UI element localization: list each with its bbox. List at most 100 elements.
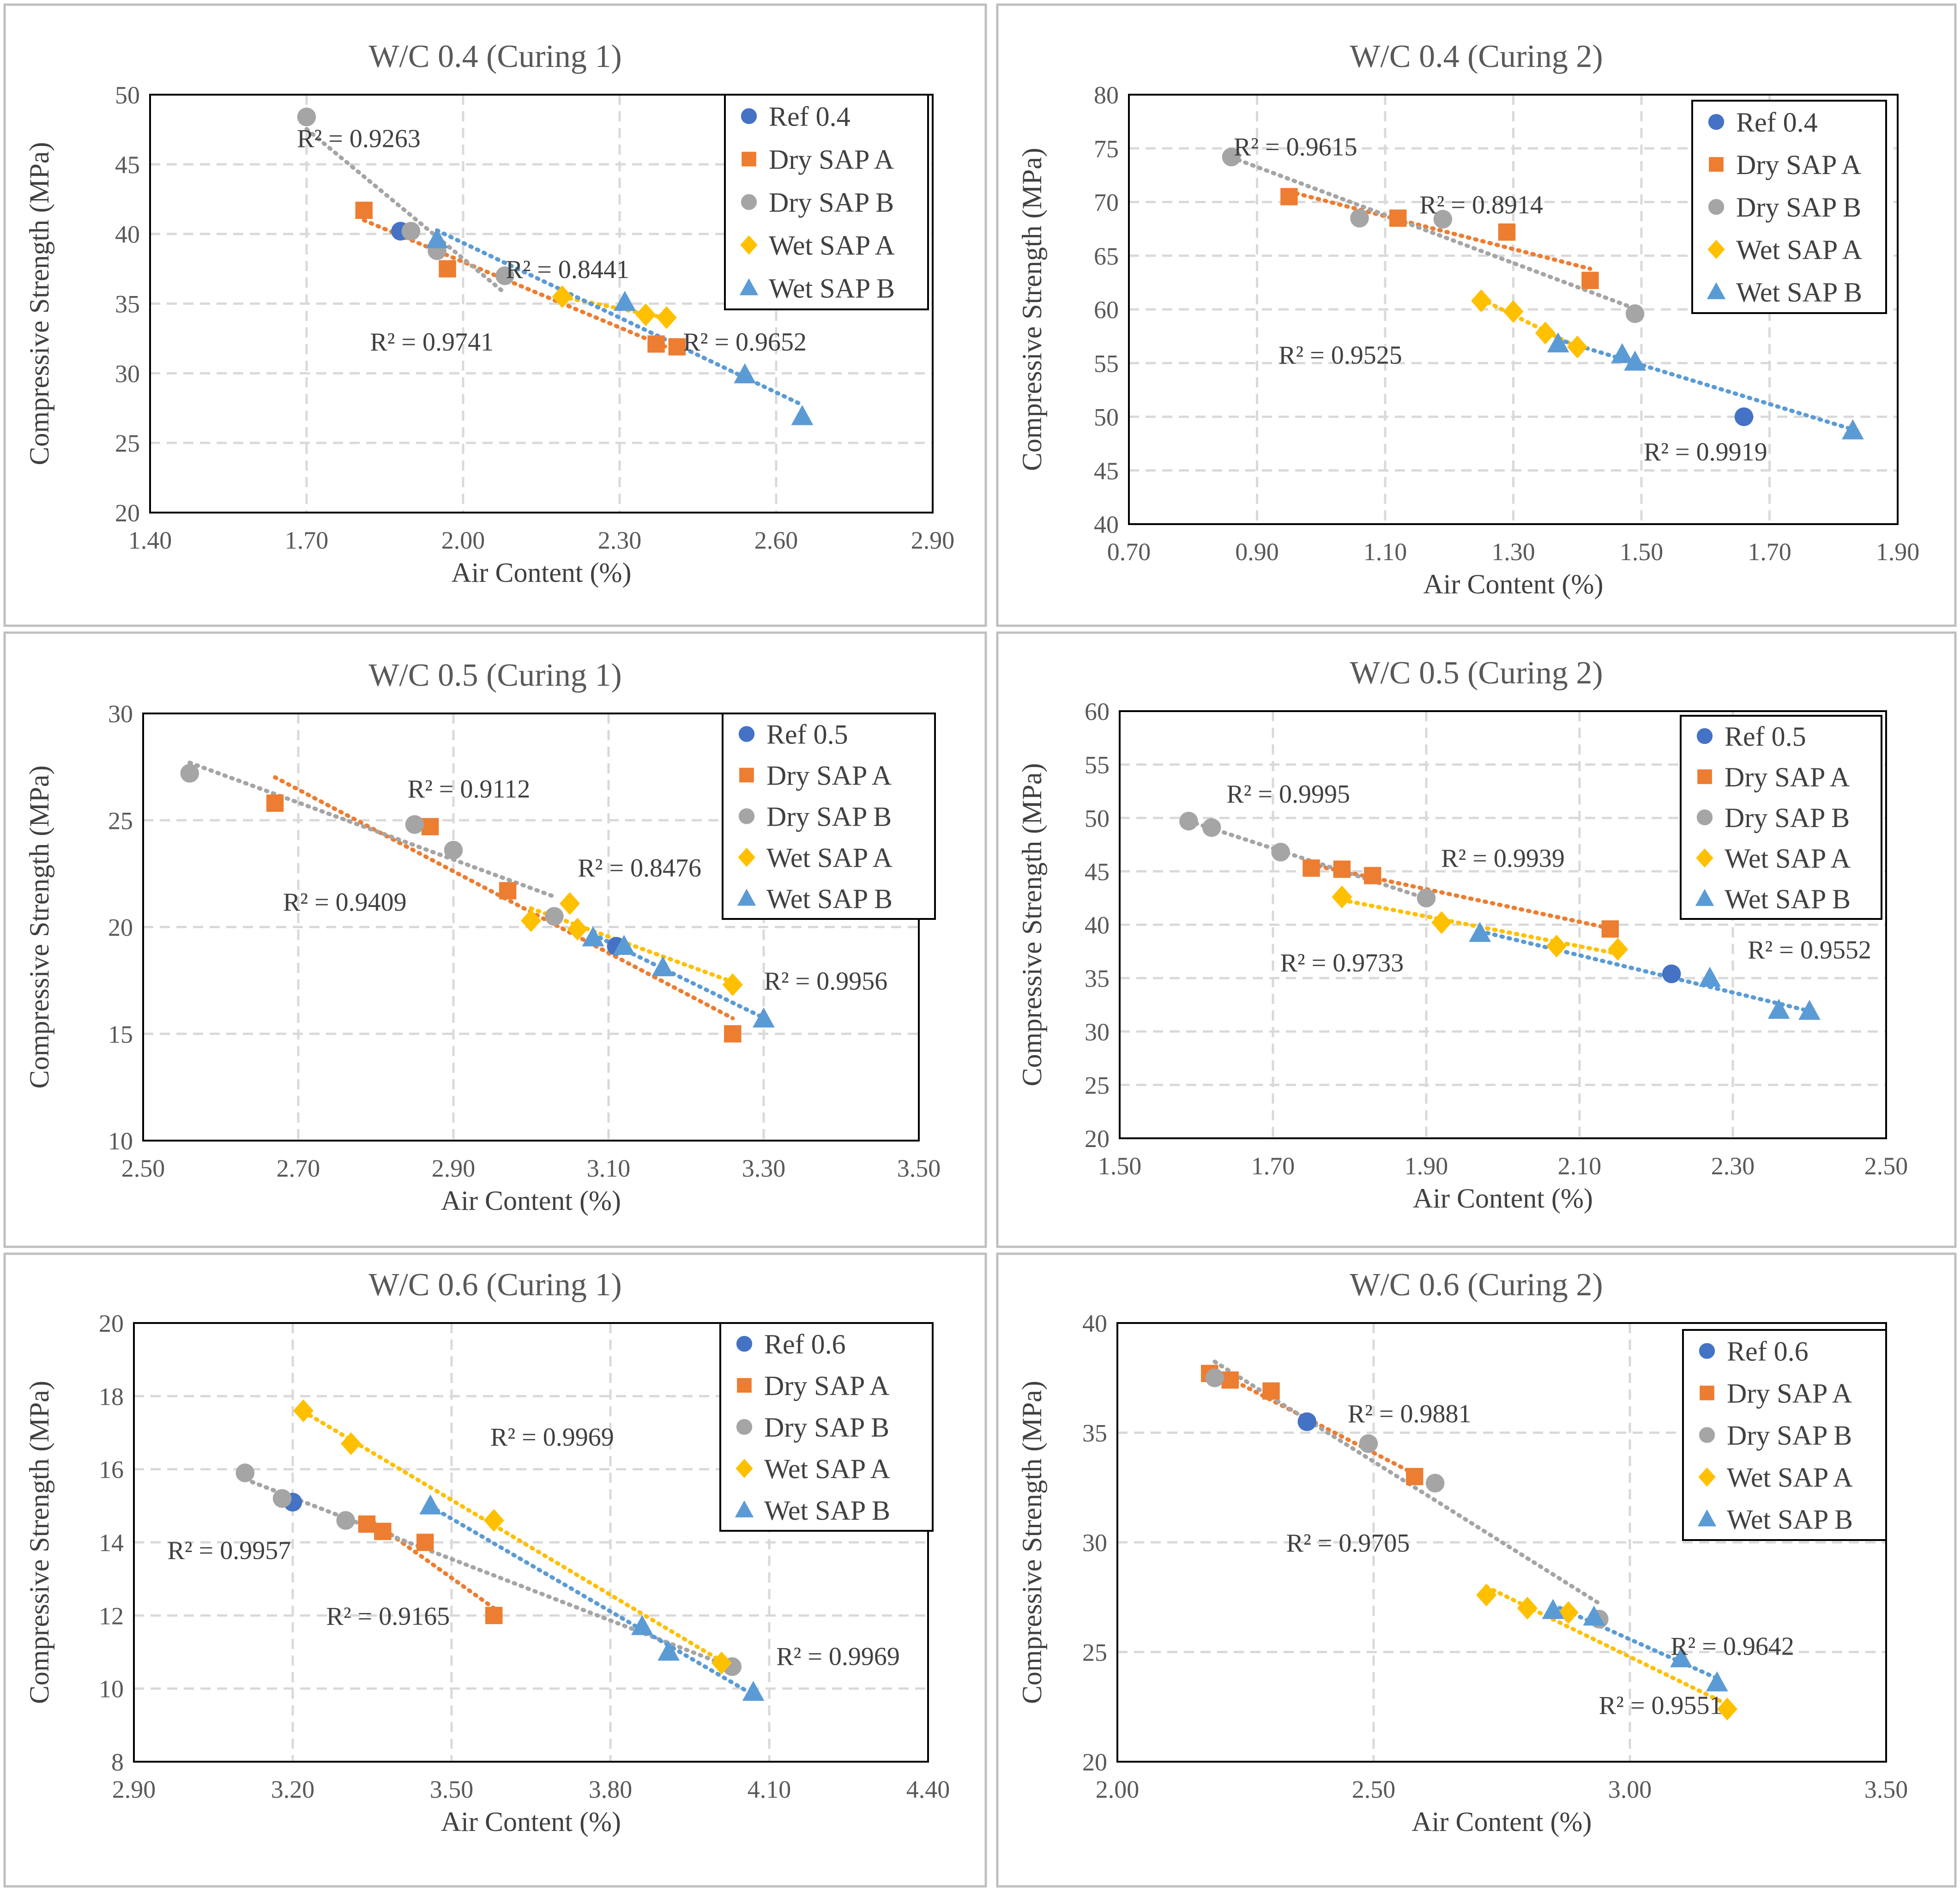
- legend-marker: [738, 847, 755, 867]
- data-point-dry-sap-a: [1221, 1371, 1239, 1389]
- data-point-wet-sap-b: [631, 1615, 653, 1635]
- y-tick-label: 50: [1094, 404, 1119, 431]
- trendline-dry-sap-b: [187, 761, 556, 899]
- data-point-wet-sap-a: [635, 303, 656, 326]
- data-point-dry-sap-b: [235, 1463, 255, 1482]
- legend: Ref 0.6 Dry SAP A Dry SAP B Wet SAP A Wet SA…: [1682, 1329, 1887, 1541]
- y-tick-label: 30: [108, 700, 133, 728]
- y-tick-label: 30: [115, 360, 140, 387]
- legend-marker: [742, 151, 756, 167]
- data-point-dry-sap-a: [416, 1534, 434, 1551]
- plot-area-frame: [1119, 710, 1887, 1139]
- legend-marker: [1696, 728, 1713, 744]
- legend-marker: [736, 1335, 753, 1352]
- y-axis-label: Compressive Strength (MPa): [1017, 1381, 1047, 1704]
- x-tick-label: 3.00: [1608, 1776, 1652, 1803]
- legend-entry: Dry SAP B: [764, 1412, 889, 1443]
- legend-entry: Wet SAP A: [764, 1454, 890, 1484]
- data-point-wet-sap-b: [1699, 967, 1721, 987]
- legend-entry: Wet SAP B: [1725, 884, 1851, 914]
- data-point-wet-sap-a: [1607, 937, 1628, 961]
- r-squared-label: R² = 0.8476: [578, 854, 701, 882]
- x-tick-label: 2.50: [1864, 1152, 1908, 1180]
- chart-title: W/C 0.4 (Curing 2): [1350, 39, 1603, 74]
- x-tick-label: 1.30: [1491, 538, 1535, 566]
- r-squared-label: R² = 0.9957: [168, 1536, 291, 1565]
- data-point-wet-sap-b: [1547, 332, 1569, 353]
- data-point-wet-sap-b: [1469, 922, 1491, 942]
- y-tick-label: 12: [99, 1602, 124, 1630]
- data-point-wet-sap-a: [1503, 300, 1524, 323]
- x-tick-label: 4.40: [906, 1776, 950, 1803]
- x-tick-label: 4.10: [748, 1776, 791, 1803]
- data-point-wet-sap-a: [1546, 935, 1567, 958]
- trendline-dry-sap-b: [304, 127, 507, 296]
- data-point-dry-sap-a: [355, 201, 373, 219]
- trendline-dry-sap-b: [1229, 155, 1637, 311]
- x-tick-label: 2.50: [121, 1154, 165, 1182]
- y-axis-label: Compressive Strength (MPa): [1017, 763, 1047, 1087]
- r-squared-label: R² = 0.9409: [283, 888, 407, 917]
- r-squared-label: R² = 0.9969: [776, 1642, 900, 1671]
- y-tick-label: 10: [108, 1127, 133, 1155]
- data-point-dry-sap-a: [1333, 860, 1351, 878]
- x-tick-label: 1.70: [1251, 1152, 1295, 1180]
- y-tick-label: 65: [1094, 242, 1119, 270]
- x-tick-label: 1.10: [1363, 538, 1407, 566]
- x-tick-label: 1.90: [1405, 1152, 1448, 1180]
- legend-entry: Ref 0.6: [764, 1329, 846, 1359]
- legend-entry: Ref 0.4: [1736, 107, 1818, 138]
- x-tick-label: 1.50: [1620, 538, 1664, 566]
- y-tick-label: 50: [1085, 804, 1110, 832]
- x-axis-label: Air Content (%): [1423, 569, 1604, 599]
- x-tick-label: 2.90: [112, 1776, 156, 1803]
- y-tick-label: 25: [115, 429, 140, 457]
- data-point-dry-sap-b: [1425, 1474, 1445, 1493]
- legend-box: [724, 94, 929, 310]
- legend-marker: [1699, 1427, 1715, 1443]
- legend-marker: [739, 767, 754, 783]
- data-point-wet-sap-a: [293, 1399, 314, 1422]
- legend-entry: Dry SAP A: [1736, 150, 1861, 180]
- legend-box: [719, 1322, 934, 1532]
- data-point-dry-sap-a: [374, 1522, 392, 1540]
- legend-marker: [735, 1500, 754, 1517]
- x-tick-label: 2.60: [754, 526, 798, 554]
- trendline-wet-sap-b: [1556, 337, 1855, 432]
- y-tick-label: 25: [108, 807, 133, 834]
- legend: Ref 0.4 Dry SAP A Dry SAP B Wet SAP A Wet SA…: [1691, 100, 1887, 314]
- legend-entry: Ref 0.6: [1727, 1336, 1809, 1367]
- trendline-wet-sap-b: [428, 1504, 756, 1697]
- data-point-dry-sap-b: [1271, 842, 1290, 862]
- data-point-wet-sap-b: [734, 363, 756, 384]
- chart-title: W/C 0.4 (Curing 1): [368, 39, 621, 74]
- y-tick-label: 70: [1094, 189, 1119, 217]
- data-point-dry-sap-a: [668, 338, 686, 356]
- y-tick-label: 20: [108, 914, 133, 942]
- legend-marker: [736, 1459, 753, 1478]
- data-point-wet-sap-b: [657, 1640, 680, 1661]
- data-point-dry-sap-a: [1601, 920, 1619, 938]
- legend-marker: [741, 108, 757, 124]
- chart-panel-1: W/C 0.4 (Curing 1) 20 25 30 35 40 45 50 1.40 1.70…: [3, 3, 987, 627]
- legend-entry: Dry SAP A: [1725, 762, 1850, 792]
- legend-marker: [739, 278, 759, 296]
- legend-marker: [1697, 769, 1712, 784]
- legend-entry: Wet SAP B: [1727, 1504, 1853, 1535]
- data-point-wet-sap-b: [419, 1494, 442, 1515]
- legend-entry: Ref 0.5: [1725, 721, 1806, 752]
- trendline-dry-sap-a: [1287, 189, 1592, 271]
- x-axis-label: Air Content (%): [452, 557, 632, 588]
- data-point-wet-sap-b: [1670, 1647, 1692, 1667]
- chart-panel-6: W/C 0.6 (Curing 2) 20 25 30 35 40 2.00 2.50 3.00…: [996, 1252, 1957, 1888]
- legend-entry: Dry SAP B: [769, 187, 894, 218]
- legend: Ref 0.5 Dry SAP A Dry SAP B Wet SAP A Wet SA…: [1680, 715, 1882, 920]
- data-point-wet-sap-a: [483, 1509, 504, 1532]
- x-tick-label: 2.00: [1096, 1776, 1140, 1803]
- x-tick-label: 1.70: [285, 526, 329, 554]
- x-tick-label: 2.50: [1352, 1776, 1396, 1803]
- data-point-dry-sap-a: [1498, 223, 1516, 241]
- data-point-dry-sap-a: [1389, 209, 1407, 227]
- r-squared-label: R² = 0.9165: [326, 1602, 450, 1631]
- x-tick-label: 2.00: [441, 526, 485, 554]
